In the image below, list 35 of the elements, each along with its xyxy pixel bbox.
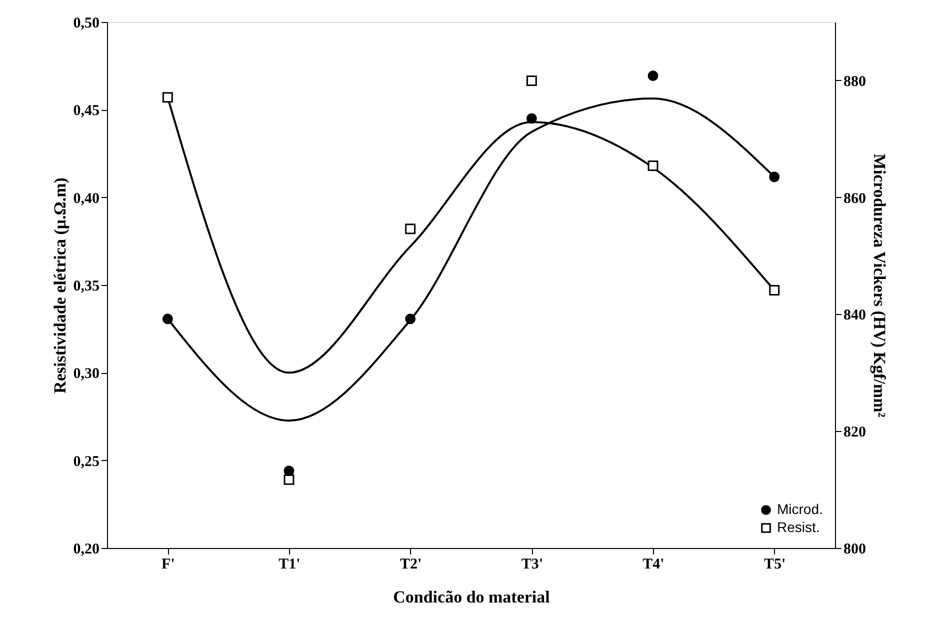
x-tick-label: T5' — [764, 556, 786, 572]
x-tick-label: F' — [161, 556, 175, 572]
point — [648, 160, 658, 171]
point — [405, 314, 416, 324]
x-tick-label: T4' — [642, 556, 664, 572]
y2-tick-label: 840 — [844, 308, 866, 324]
y2-tick-label: 820 — [844, 424, 866, 441]
point — [769, 285, 780, 296]
y2-tick-label: 800 — [844, 542, 866, 558]
y-tick-label: 0,20 — [73, 542, 100, 558]
y-tick-label: 0,45 — [73, 103, 100, 120]
point — [162, 92, 173, 103]
point — [162, 314, 173, 324]
y-tick-label: 0,35 — [73, 278, 100, 294]
y-axis-title: Resistividade elétrica (μ.Ω.m) — [50, 178, 70, 394]
y-tick-label: 0,30 — [73, 366, 100, 382]
point — [284, 474, 294, 485]
x-axis-title: Condicão do material — [393, 588, 550, 606]
legend-label: Resist. — [777, 519, 820, 535]
point — [405, 224, 416, 234]
y-tick-label: 0,40 — [73, 190, 100, 207]
legend-label: Microd. — [777, 501, 823, 517]
point — [526, 76, 537, 86]
x-tick-label: T2' — [400, 556, 422, 572]
x-tick-label: T1' — [278, 556, 300, 572]
point — [526, 113, 537, 124]
y2-tick-label: 860 — [844, 190, 866, 207]
y-tick-label: 0,25 — [73, 454, 100, 470]
y-tick-label: 0,50 — [73, 16, 100, 32]
point — [284, 466, 294, 476]
point — [648, 70, 658, 81]
x-tick-label: T3' — [521, 556, 544, 572]
y2-tick-label: 880 — [844, 74, 866, 90]
y2-axis-title: Microdureza Vickers (HV) Kgf/mm² — [870, 154, 889, 418]
point — [769, 172, 780, 182]
